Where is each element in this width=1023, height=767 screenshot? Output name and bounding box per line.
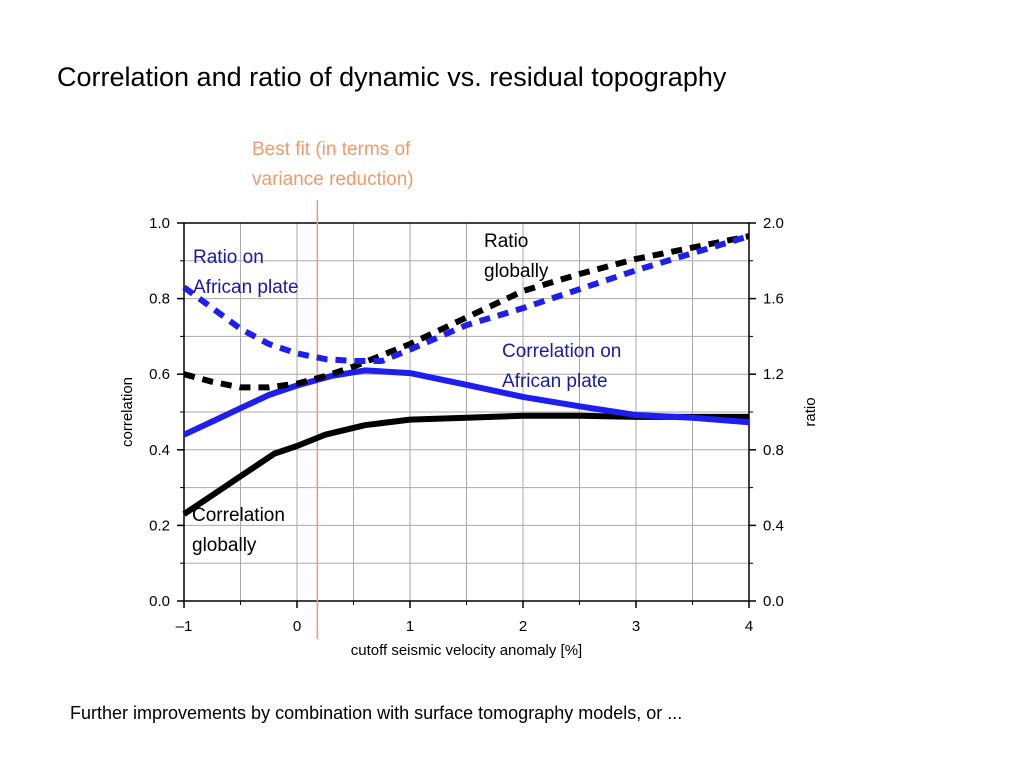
- annotation-correlation-globally: Correlation globally: [192, 501, 285, 561]
- annotation-correlation-african-line-1: Correlation on: [502, 341, 622, 362]
- best-fit-label: Best fit (in terms of variance reduction…: [252, 135, 414, 195]
- x-tick-label: 4: [745, 618, 753, 635]
- x-tick-label: 0: [293, 618, 301, 635]
- series-line-3: [183, 233, 750, 391]
- y-left-tick-label: 0.4: [149, 442, 170, 459]
- y-left-tick-label: 0.6: [149, 366, 170, 383]
- best-fit-label-line-2: variance reduction): [252, 169, 414, 190]
- annotation-correlation-globally-line-1: Correlation: [192, 505, 285, 526]
- x-tick-label: 1: [406, 618, 414, 635]
- annotation-ratio-african-line-1: Ratio on: [193, 247, 264, 268]
- annotation-ratio-globally: Ratio globally: [484, 227, 548, 287]
- y-right-tick-label: 0.4: [763, 517, 784, 534]
- series-line-4: [182, 233, 750, 364]
- y-right-tick-label: 0.8: [763, 442, 784, 459]
- x-axis-label: cutoff seismic velocity anomaly [%]: [351, 642, 582, 659]
- slide-title: Correlation and ratio of dynamic vs. res…: [57, 62, 727, 92]
- annotation-correlation-african-line-2: African plate: [502, 371, 608, 392]
- annotation-correlation-globally-line-2: globally: [192, 535, 257, 556]
- annotation-ratio-globally-line-1: Ratio: [484, 231, 529, 252]
- series-line-2: [182, 367, 750, 438]
- annotation-ratio-african-line-2: African plate: [193, 277, 299, 298]
- y-left-tick-label: 0.0: [149, 593, 170, 610]
- y-right-tick-label: 2.0: [763, 215, 784, 232]
- y-right-tick-label: 1.2: [763, 366, 784, 383]
- y-left-tick-label: 1.0: [149, 215, 170, 232]
- series-line-1: [182, 412, 749, 517]
- y-axis-label-left: correlation: [119, 377, 136, 447]
- y-axis-label-right: ratio: [802, 397, 819, 426]
- x-tick-label: 3: [632, 618, 640, 635]
- x-tick-label: –1: [176, 618, 193, 635]
- annotation-ratio-african: Ratio on African plate: [193, 243, 299, 303]
- annotation-correlation-african: Correlation on African plate: [502, 337, 621, 397]
- annotation-ratio-globally-line-2: globally: [484, 261, 549, 282]
- x-tick-label: 2: [519, 618, 527, 635]
- footer-note: Further improvements by combination with…: [70, 703, 683, 723]
- best-fit-label-line-1: Best fit (in terms of: [252, 139, 411, 160]
- y-left-tick-label: 0.8: [149, 291, 170, 308]
- y-right-tick-label: 1.6: [763, 291, 784, 308]
- y-left-tick-label: 0.2: [149, 517, 170, 534]
- y-right-tick-label: 0.0: [763, 593, 784, 610]
